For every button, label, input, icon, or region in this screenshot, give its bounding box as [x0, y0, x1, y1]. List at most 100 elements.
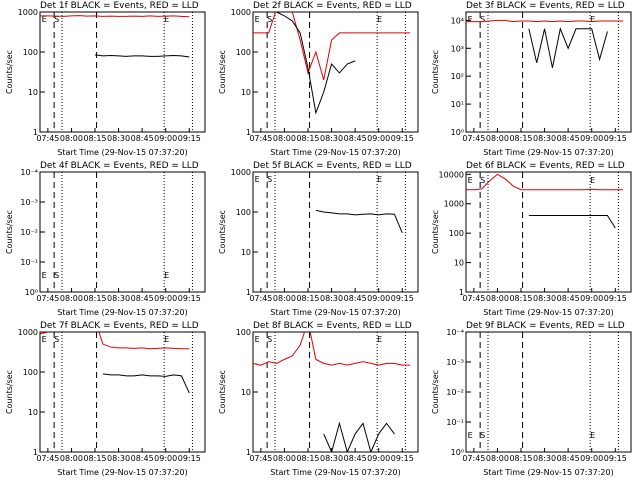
- x-tick-label: 08:15: [509, 454, 532, 463]
- series-line: [323, 421, 395, 452]
- x-tick-label: 08:00: [60, 134, 83, 143]
- x-tick-label: 08:15: [296, 294, 319, 303]
- panel-title: Det 6f BLACK = Events, RED = LLD: [466, 161, 625, 171]
- y-tick-label: 10⁰: [25, 288, 38, 297]
- x-tick-label: 08:45: [557, 454, 580, 463]
- x-tick-label: 08:15: [83, 454, 106, 463]
- x-tick-label: 08:15: [83, 134, 106, 143]
- annotation: S: [54, 335, 59, 344]
- y-tick-label: 1: [459, 288, 464, 297]
- x-tick-label: 07:45: [36, 294, 59, 303]
- plot-frame: [39, 11, 206, 133]
- x-tick-label: 09:00: [367, 294, 390, 303]
- x-tick-label: 08:15: [83, 294, 106, 303]
- panel-title: Det 1f BLACK = Events, RED = LLD: [40, 1, 199, 11]
- annotation: E: [468, 176, 473, 185]
- x-tick-label: 09:00: [367, 134, 390, 143]
- x-tick-label: 09:15: [391, 134, 414, 143]
- panel: Det 7f BLACK = Events, RED = LLD Start Ti…: [5, 321, 206, 477]
- x-axis-label: Start Time (29-Nov-15 07:37:20): [57, 308, 187, 317]
- series-line: [94, 54, 190, 58]
- y-tick-label: 1000: [18, 8, 38, 17]
- annotation: S: [54, 15, 59, 24]
- panel: Det 6f BLACK = Events, RED = LLD Start Ti…: [431, 161, 632, 317]
- x-tick-label: 08:45: [131, 134, 154, 143]
- series-line: [528, 27, 608, 68]
- annotation: E: [42, 15, 47, 24]
- y-tick-label: 100: [236, 208, 251, 217]
- y-tick-label: 100: [236, 328, 251, 337]
- x-axis-label: Start Time (29-Nov-15 07:37:20): [57, 148, 187, 157]
- y-tick-label: 10⁰: [451, 128, 464, 137]
- series-line: [466, 19, 624, 23]
- plot-frame: [252, 11, 419, 133]
- panel-title: Det 5f BLACK = Events, RED = LLD: [253, 161, 412, 171]
- y-tick-label: 10: [241, 88, 251, 97]
- x-tick-label: 08:45: [131, 454, 154, 463]
- x-tick-label: 08:00: [273, 454, 296, 463]
- panel: Det 8f BLACK = Events, RED = LLD Start Ti…: [218, 321, 419, 477]
- series-line: [466, 173, 624, 191]
- x-tick-label: 08:45: [557, 134, 580, 143]
- y-tick-label: 100: [236, 48, 251, 57]
- y-tick-label: 100: [449, 229, 464, 238]
- x-tick-label: 09:00: [154, 454, 177, 463]
- x-tick-label: 07:45: [249, 454, 272, 463]
- x-tick-label: 07:45: [36, 134, 59, 143]
- annotation: E: [377, 335, 382, 344]
- x-tick-label: 07:45: [249, 134, 272, 143]
- series-line: [528, 214, 616, 229]
- x-tick-label: 09:00: [580, 134, 603, 143]
- x-tick-label: 07:45: [249, 294, 272, 303]
- y-tick-label: 100: [23, 368, 38, 377]
- x-axis-label: Start Time (29-Nov-15 07:37:20): [270, 308, 400, 317]
- x-tick-label: 07:45: [36, 454, 59, 463]
- annotation: S: [54, 271, 59, 280]
- series-line: [276, 12, 356, 115]
- x-tick-label: 09:15: [391, 454, 414, 463]
- annotation: E: [468, 431, 473, 440]
- y-tick-label: 10³: [451, 44, 464, 53]
- plot-frame: [465, 331, 632, 453]
- annotation: S: [267, 335, 272, 344]
- y-tick-label: 10: [28, 88, 38, 97]
- x-axis-label: Start Time (29-Nov-15 07:37:20): [483, 308, 613, 317]
- y-tick-label: 10⁻⁴: [446, 328, 464, 337]
- x-tick-label: 08:30: [107, 134, 130, 143]
- x-tick-label: 08:00: [60, 294, 83, 303]
- plot-frame: [39, 331, 206, 453]
- series-line: [253, 332, 411, 366]
- y-tick-label: 10¹: [451, 100, 464, 109]
- annotation: E: [42, 335, 47, 344]
- y-tick-label: 10: [454, 259, 464, 268]
- series-line: [40, 15, 190, 18]
- x-tick-label: 09:00: [367, 454, 390, 463]
- y-tick-label: 1000: [231, 8, 251, 17]
- annotation: E: [255, 175, 260, 184]
- x-tick-label: 08:00: [486, 454, 509, 463]
- x-tick-label: 09:00: [580, 454, 603, 463]
- y-axis-label: Counts/sec: [218, 210, 227, 254]
- y-tick-label: 1: [33, 448, 38, 457]
- panel-title: Det 9f BLACK = Events, RED = LLD: [466, 321, 625, 331]
- y-tick-label: 1: [246, 288, 251, 297]
- y-axis-label: Counts/sec: [5, 370, 14, 414]
- y-tick-label: 10: [241, 248, 251, 257]
- x-tick-label: 08:30: [533, 294, 556, 303]
- x-tick-label: 08:30: [107, 294, 130, 303]
- x-tick-label: 08:30: [533, 134, 556, 143]
- annotation: E: [42, 271, 47, 280]
- x-axis-label: Start Time (29-Nov-15 07:37:20): [270, 468, 400, 477]
- series-line: [315, 209, 403, 234]
- annotation: E: [590, 176, 595, 185]
- x-tick-label: 08:30: [107, 454, 130, 463]
- annotation: E: [164, 15, 169, 24]
- plot-frame: [465, 11, 632, 133]
- annotation: E: [164, 271, 169, 280]
- y-tick-label: 10: [241, 388, 251, 397]
- panel: Det 5f BLACK = Events, RED = LLD Start Ti…: [218, 161, 419, 317]
- annotation: E: [377, 15, 382, 24]
- panel-title: Det 4f BLACK = Events, RED = LLD: [40, 161, 199, 171]
- x-tick-label: 08:30: [320, 454, 343, 463]
- x-axis-label: Start Time (29-Nov-15 07:37:20): [270, 148, 400, 157]
